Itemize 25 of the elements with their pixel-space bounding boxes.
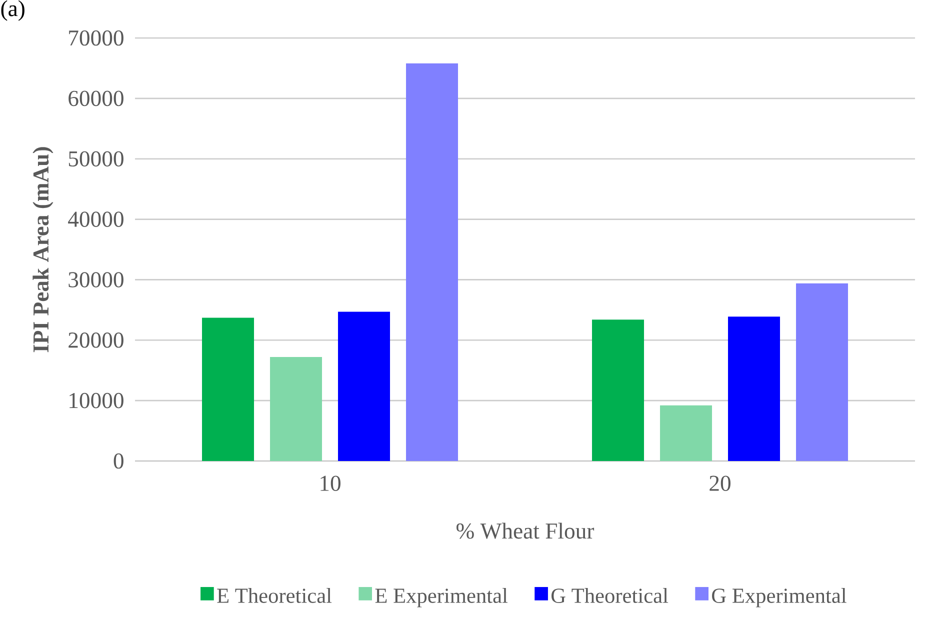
bar — [202, 318, 254, 461]
bar — [592, 320, 644, 461]
y-tick-label: 20000 — [68, 332, 124, 348]
text: (a) — [1, 0, 24, 21]
legend-label: E Experimental — [375, 588, 508, 608]
y-tick-label: 50000 — [68, 151, 124, 167]
legend-label: E Theoretical — [217, 588, 332, 603]
bar — [728, 316, 780, 461]
bar — [796, 283, 848, 461]
bar — [660, 405, 712, 461]
y-axis-title: IPI Peak Area (mAu) — [32, 147, 54, 352]
y-tick-label: 30000 — [68, 272, 124, 288]
y-tick-label: 40000 — [68, 212, 124, 227]
y-tick-label: 60000 — [68, 90, 124, 106]
x-tick-label: 10 — [320, 476, 340, 492]
bar — [270, 357, 322, 461]
y-tick-label: 0 — [114, 453, 124, 469]
legend-label: G Experimental — [712, 588, 846, 608]
bar — [406, 63, 458, 461]
y-tick-label: 70000 — [69, 30, 124, 46]
x-axis-title: % Wheat Flour — [456, 522, 594, 539]
legend-label: G Theoretical — [552, 588, 668, 603]
bar — [338, 312, 390, 461]
y-tick-label: 10000 — [70, 392, 124, 408]
x-tick-label: 20 — [710, 476, 730, 492]
